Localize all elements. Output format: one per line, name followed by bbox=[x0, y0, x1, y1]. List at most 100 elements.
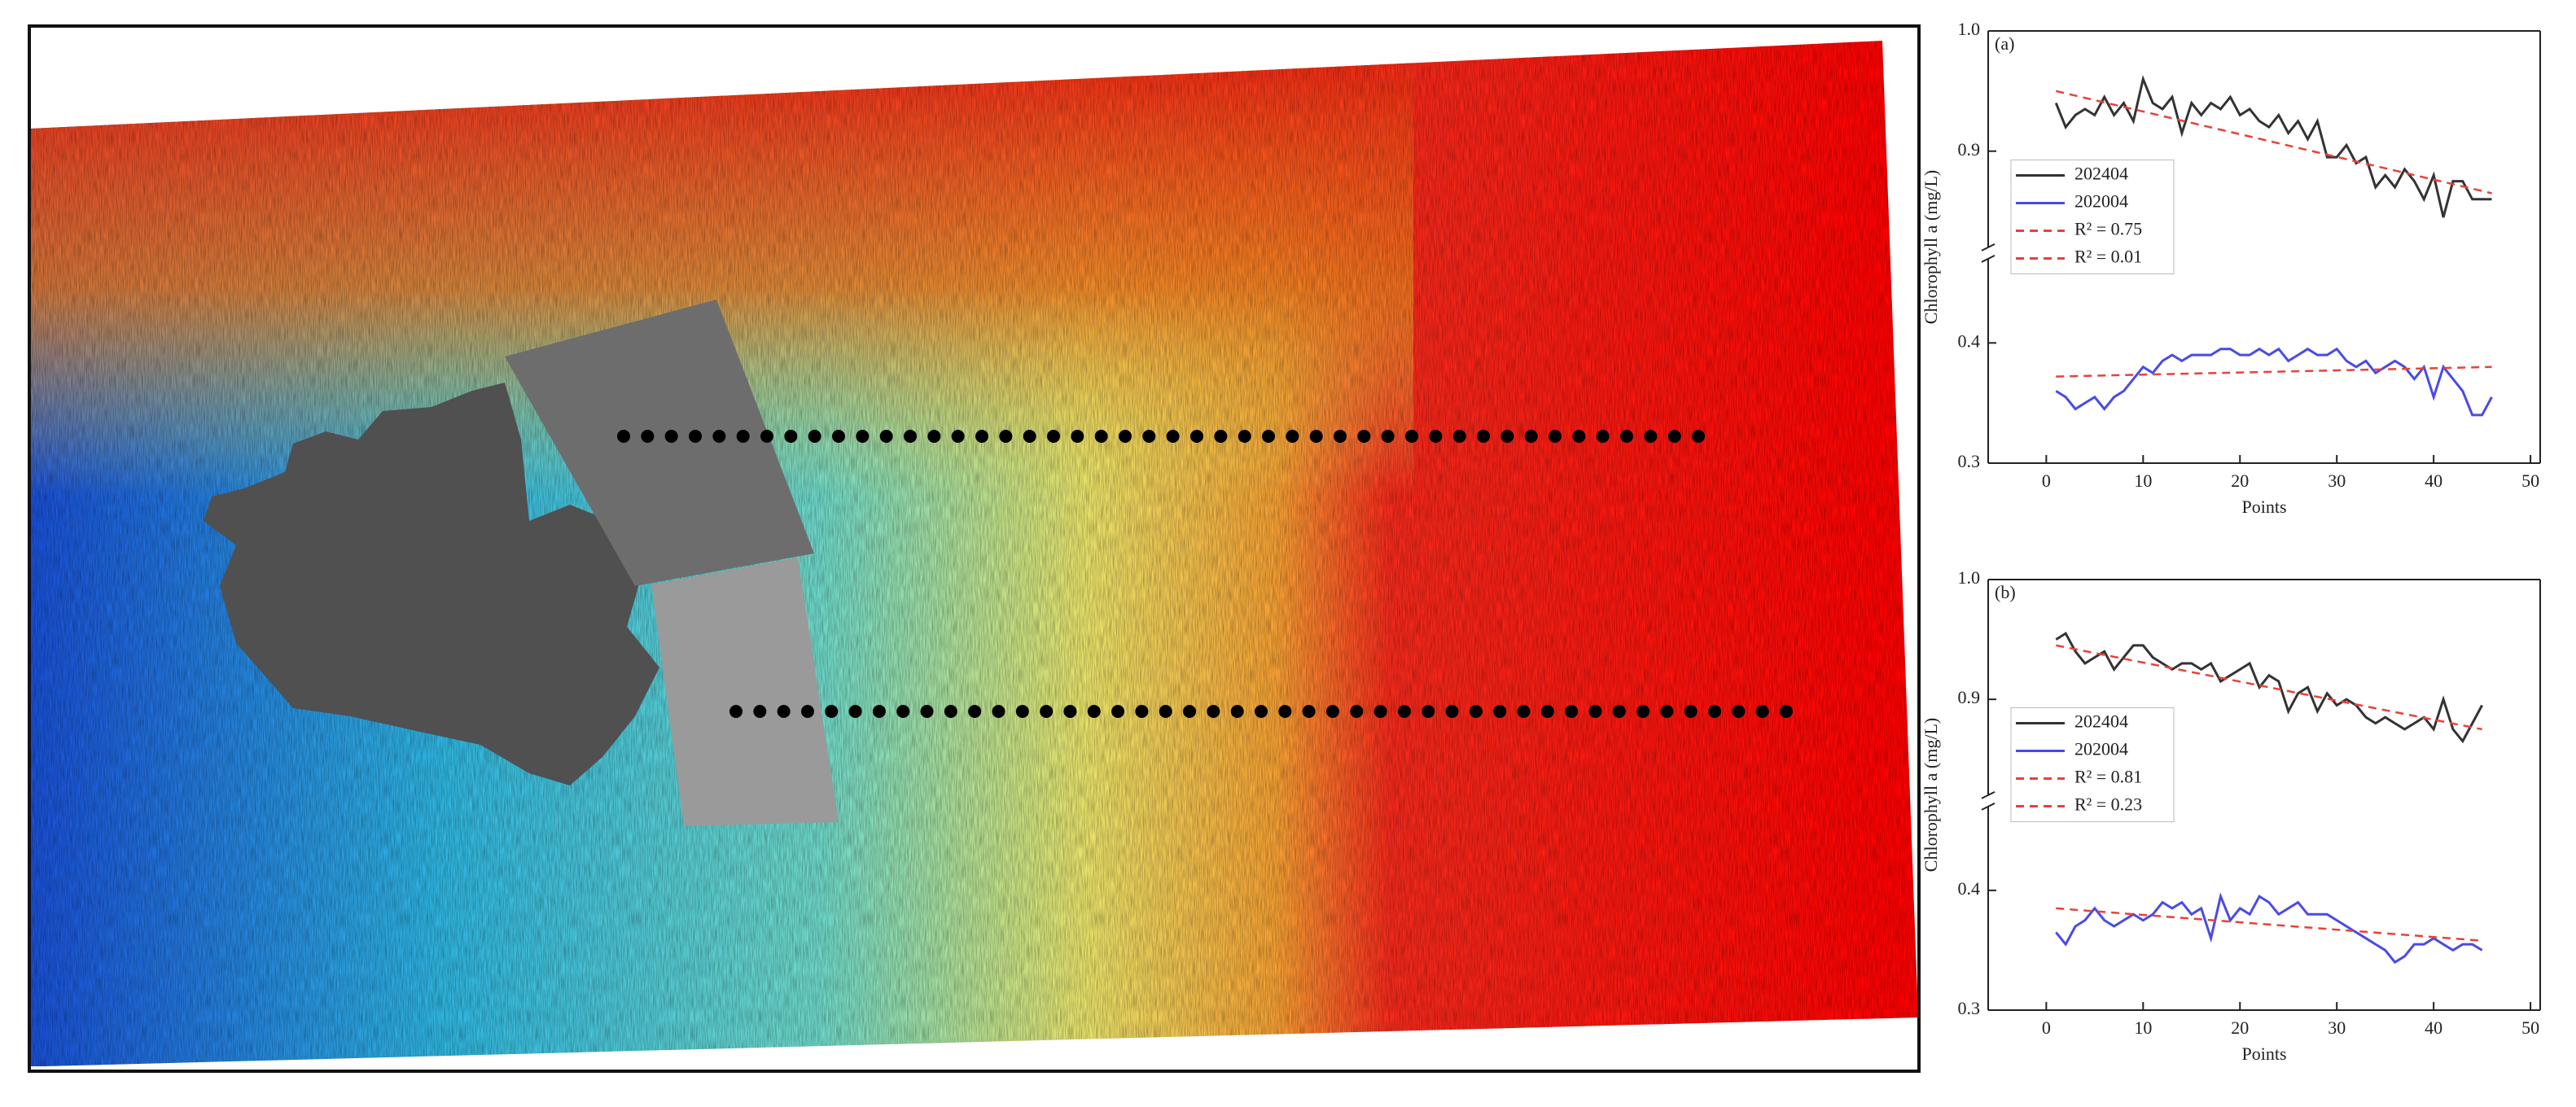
transect-dot bbox=[1588, 705, 1602, 718]
transect-dot bbox=[1572, 430, 1586, 443]
x-tick-label: 50 bbox=[2521, 1017, 2539, 1038]
data-line bbox=[2055, 632, 2483, 744]
data-line bbox=[2055, 347, 2493, 417]
y-axis-title: Chlorophyll a (mg/L) bbox=[1921, 718, 1941, 872]
transect-dot bbox=[1063, 705, 1077, 718]
transect-dot bbox=[1262, 430, 1275, 443]
legend-label: 202404 bbox=[2074, 711, 2128, 732]
transect-dot bbox=[1524, 430, 1538, 443]
transect-dot bbox=[927, 430, 941, 443]
transect-dot bbox=[856, 430, 870, 443]
legend-box bbox=[2010, 160, 2175, 274]
transect-dot bbox=[1660, 705, 1674, 718]
transect-dot bbox=[1183, 705, 1197, 718]
transect-dot bbox=[1373, 705, 1387, 718]
chlorophyll-raster bbox=[31, 41, 1918, 1066]
transect-dot bbox=[1230, 705, 1244, 718]
x-tick-label: 10 bbox=[2134, 470, 2152, 491]
transect-dot bbox=[1166, 430, 1180, 443]
transect-dot bbox=[1540, 705, 1554, 718]
transect-dot bbox=[992, 705, 1005, 718]
transect-dot bbox=[1636, 705, 1650, 718]
y-tick-label: 1.0 bbox=[1958, 567, 1981, 588]
trend-line bbox=[2056, 644, 2482, 731]
axis-break bbox=[1981, 254, 1996, 263]
map bbox=[28, 24, 1921, 1073]
transect-dot bbox=[1357, 430, 1371, 443]
transect-dot bbox=[736, 430, 750, 443]
transect-dot bbox=[1692, 430, 1705, 443]
land bbox=[204, 383, 659, 785]
transect-dot bbox=[1119, 430, 1132, 443]
x-axis-title: Points bbox=[2241, 1044, 2286, 1064]
x-tick-label: 30 bbox=[2328, 1017, 2346, 1038]
transect-dot bbox=[1334, 430, 1347, 443]
y-axis-title: Chlorophyll a (mg/L) bbox=[1921, 170, 1941, 324]
data-line bbox=[2055, 892, 2483, 965]
transect-dot bbox=[1023, 430, 1036, 443]
x-tick-label: 40 bbox=[2425, 1017, 2442, 1038]
x-tick-label: 20 bbox=[2231, 1017, 2249, 1038]
y-tick-label: 0.3 bbox=[1958, 998, 1981, 1018]
transect-dot bbox=[999, 430, 1013, 443]
transect-dot bbox=[1190, 430, 1203, 443]
transect-dot bbox=[1278, 705, 1292, 718]
y-tick-label: 0.9 bbox=[1958, 139, 1981, 160]
legend-label: R² = 0.81 bbox=[2074, 767, 2142, 787]
transect-dot bbox=[641, 430, 655, 443]
transect-dot bbox=[1302, 705, 1316, 718]
transect-dot bbox=[800, 705, 814, 718]
transect-dot bbox=[1135, 705, 1149, 718]
x-tick-label: 0 bbox=[2042, 470, 2051, 491]
transect-dot bbox=[1142, 430, 1156, 443]
transect-dot bbox=[712, 430, 726, 443]
transect-dot bbox=[1708, 705, 1722, 718]
transect-dot bbox=[689, 430, 702, 443]
legend-label: 202004 bbox=[2074, 739, 2128, 759]
transect-dot bbox=[1286, 430, 1299, 443]
legend-label: R² = 0.75 bbox=[2074, 219, 2142, 239]
transect-dot bbox=[920, 705, 934, 718]
transect-dot bbox=[848, 705, 862, 718]
transect-dot bbox=[1381, 430, 1395, 443]
axis-break bbox=[1981, 790, 1996, 799]
transect-dot bbox=[1255, 705, 1268, 718]
x-tick-label: 20 bbox=[2231, 470, 2249, 491]
transect-dot bbox=[1565, 705, 1579, 718]
transect-dot bbox=[1445, 705, 1459, 718]
transect-dot bbox=[777, 705, 791, 718]
transect-dot bbox=[1732, 705, 1746, 718]
transect-dot bbox=[1325, 705, 1339, 718]
transect-dot bbox=[1111, 705, 1125, 718]
trend-line bbox=[2056, 907, 2482, 942]
transect-dot bbox=[1040, 705, 1054, 718]
legend-label: 202004 bbox=[2074, 191, 2128, 212]
trend-line bbox=[2056, 365, 2492, 378]
transect-dot bbox=[1015, 705, 1029, 718]
transect-dot bbox=[975, 430, 988, 443]
transect-dot bbox=[904, 430, 917, 443]
transect-dot bbox=[1644, 430, 1658, 443]
transect-dot bbox=[808, 430, 821, 443]
transect-dot bbox=[944, 705, 957, 718]
study-block-upper bbox=[505, 300, 814, 586]
transect-dot bbox=[729, 705, 743, 718]
transect-dot bbox=[1159, 705, 1172, 718]
transect-dot bbox=[1517, 705, 1531, 718]
y-tick-label: 0.9 bbox=[1958, 687, 1981, 707]
transect-dot bbox=[825, 705, 839, 718]
transect-dot bbox=[664, 430, 678, 443]
trend-line bbox=[2056, 90, 2492, 195]
transect-dot bbox=[1667, 430, 1681, 443]
transect-dot bbox=[872, 705, 886, 718]
transect-dot bbox=[1087, 705, 1101, 718]
transect-dot bbox=[1071, 430, 1084, 443]
study-block-lower bbox=[651, 558, 839, 826]
transect-dot bbox=[760, 430, 773, 443]
transect-dot bbox=[1620, 430, 1633, 443]
axis-break bbox=[1981, 243, 1996, 252]
y-tick-label: 0.3 bbox=[1958, 451, 1981, 471]
x-tick-label: 30 bbox=[2328, 470, 2346, 491]
